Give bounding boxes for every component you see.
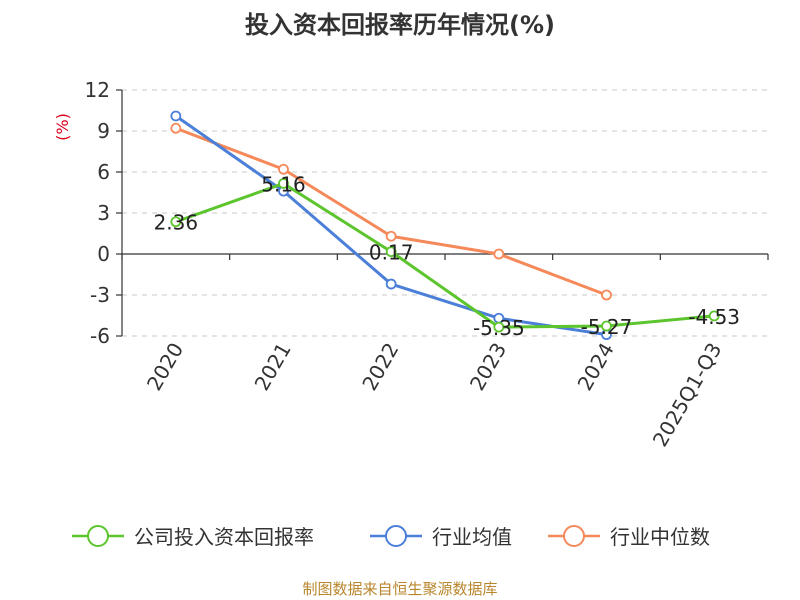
y-tick-label: -6 xyxy=(90,324,110,348)
data-point xyxy=(170,122,182,134)
data-point xyxy=(278,178,289,189)
legend-label: 公司投入资本回报率 xyxy=(134,525,314,549)
y-tick-label: 3 xyxy=(97,201,110,225)
data-label: 5.16 xyxy=(261,172,306,196)
legend-swatch-marker xyxy=(385,525,407,547)
y-tick-label: 9 xyxy=(97,119,110,143)
data-label: -4.53 xyxy=(688,305,740,329)
legend-swatch-marker xyxy=(87,525,109,547)
legend-item[interactable]: 行业中位数 xyxy=(548,525,710,549)
series-line xyxy=(175,126,608,297)
data-labels: 2.36 5.16 0.17 -5.35 -5.27 -4.53 xyxy=(154,172,740,340)
x-tick-label: 2025Q1-Q3 xyxy=(648,339,727,451)
data-point xyxy=(601,320,612,332)
series-line xyxy=(174,114,607,337)
data-point xyxy=(493,248,505,260)
series-2 xyxy=(170,122,612,301)
source-note: 制图数据来自恒生聚源数据库 xyxy=(302,580,497,598)
x-tick-label: 2024 xyxy=(573,339,619,395)
y-tick-label: 12 xyxy=(85,78,110,102)
legend: 公司投入资本回报率 行业均值 行业中位数 xyxy=(72,525,710,549)
data-point xyxy=(601,289,612,301)
data-label: -5.27 xyxy=(581,315,633,339)
y-tick-label: 6 xyxy=(97,160,110,184)
data-point xyxy=(385,278,397,290)
legend-swatch-marker xyxy=(563,525,585,547)
data-point xyxy=(493,321,505,333)
data-point xyxy=(385,230,397,242)
data-point xyxy=(170,216,182,228)
grid xyxy=(122,89,768,337)
chart-title: 投入资本回报率历年情况(%) xyxy=(245,11,555,39)
series-0 xyxy=(170,178,720,333)
y-tick-label: 0 xyxy=(97,242,110,266)
y-tick-label: -3 xyxy=(90,283,110,307)
x-tick-label: 2022 xyxy=(357,339,403,395)
data-label: 0.17 xyxy=(369,241,414,265)
legend-label: 行业均值 xyxy=(432,525,512,549)
legend-label: 行业中位数 xyxy=(610,525,710,549)
series-1 xyxy=(170,110,612,341)
series-group xyxy=(170,110,720,341)
legend-item[interactable]: 行业均值 xyxy=(370,525,512,549)
data-point xyxy=(278,163,289,175)
series-line xyxy=(175,181,715,329)
x-tick-label: 2021 xyxy=(250,339,296,395)
x-axis: 2020 2021 2022 2023 2024 2025Q1-Q3 xyxy=(121,253,769,451)
data-point xyxy=(170,110,182,122)
x-tick-label: 2020 xyxy=(142,339,188,395)
data-label: 2.36 xyxy=(154,211,199,235)
data-point xyxy=(708,310,720,322)
y-axis-ticks: 12 9 6 3 0 -3 -6 xyxy=(85,78,123,348)
data-point xyxy=(385,246,397,258)
y-axis-unit: (%) xyxy=(53,113,72,141)
legend-item[interactable]: 公司投入资本回报率 xyxy=(72,525,314,549)
x-tick-label: 2023 xyxy=(465,339,511,395)
data-label: -5.35 xyxy=(473,316,525,340)
